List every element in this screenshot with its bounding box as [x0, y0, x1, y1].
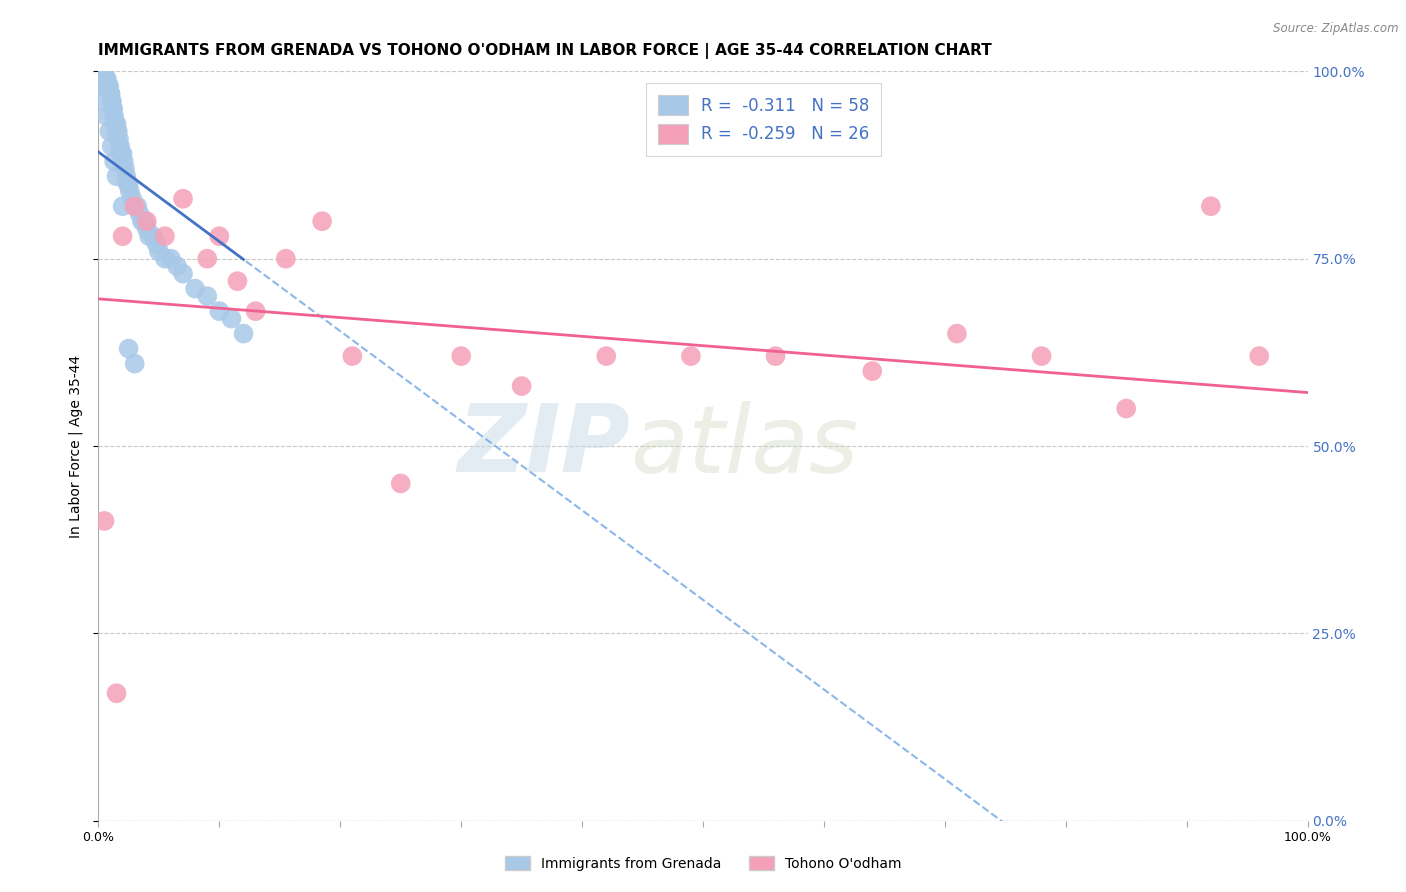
Point — [118, 177, 141, 191]
Point — [195, 289, 218, 303]
Legend: Immigrants from Grenada, Tohono O'odham: Immigrants from Grenada, Tohono O'odham — [499, 850, 907, 876]
Point — [121, 192, 143, 206]
Point — [105, 169, 128, 184]
Point — [103, 154, 125, 169]
Point — [208, 229, 231, 244]
Point — [160, 252, 183, 266]
Point — [245, 304, 267, 318]
Point — [450, 349, 472, 363]
Point — [98, 124, 121, 138]
Point — [91, 64, 114, 78]
Point — [135, 221, 157, 235]
Point — [860, 364, 883, 378]
Point — [100, 95, 122, 109]
Point — [1031, 349, 1053, 363]
Point — [111, 146, 134, 161]
Point — [131, 214, 153, 228]
Point — [93, 514, 115, 528]
Point — [226, 274, 249, 288]
Point — [96, 109, 118, 123]
Point — [98, 79, 121, 94]
Point — [135, 214, 157, 228]
Point — [1249, 349, 1271, 363]
Point — [510, 379, 533, 393]
Point — [1115, 401, 1137, 416]
Point — [389, 476, 412, 491]
Point — [124, 199, 146, 213]
Point — [100, 87, 122, 101]
Legend: R =  -0.311   N = 58, R =  -0.259   N = 26: R = -0.311 N = 58, R = -0.259 N = 26 — [645, 84, 882, 156]
Point — [91, 79, 114, 94]
Point — [195, 252, 218, 266]
Point — [101, 102, 124, 116]
Point — [184, 282, 207, 296]
Text: Source: ZipAtlas.com: Source: ZipAtlas.com — [1274, 22, 1399, 36]
Point — [103, 109, 125, 123]
Point — [118, 184, 141, 198]
Point — [105, 124, 128, 138]
Point — [104, 117, 127, 131]
Point — [679, 349, 702, 363]
Point — [111, 229, 134, 244]
Point — [342, 349, 364, 363]
Point — [100, 87, 122, 101]
Point — [91, 64, 114, 78]
Point — [232, 326, 254, 341]
Point — [166, 259, 188, 273]
Point — [208, 304, 231, 318]
Point — [1199, 199, 1222, 213]
Point — [124, 199, 146, 213]
Point — [145, 236, 167, 251]
Point — [111, 199, 134, 213]
Point — [128, 207, 150, 221]
Point — [96, 71, 118, 86]
Point — [108, 139, 131, 153]
Point — [946, 326, 969, 341]
Point — [172, 192, 194, 206]
Point — [97, 79, 120, 94]
Y-axis label: In Labor Force | Age 35-44: In Labor Force | Age 35-44 — [69, 354, 83, 538]
Point — [93, 64, 115, 78]
Point — [105, 686, 128, 700]
Point — [114, 161, 136, 176]
Point — [112, 154, 135, 169]
Point — [100, 139, 122, 153]
Text: IMMIGRANTS FROM GRENADA VS TOHONO O'ODHAM IN LABOR FORCE | AGE 35-44 CORRELATION: IMMIGRANTS FROM GRENADA VS TOHONO O'ODHA… — [98, 43, 993, 59]
Point — [108, 132, 131, 146]
Point — [93, 95, 115, 109]
Point — [107, 124, 129, 138]
Point — [118, 342, 141, 356]
Point — [274, 252, 297, 266]
Point — [765, 349, 787, 363]
Text: atlas: atlas — [630, 401, 859, 491]
Text: ZIP: ZIP — [457, 400, 630, 492]
Point — [153, 252, 176, 266]
Point — [110, 146, 132, 161]
Point — [100, 95, 122, 109]
Point — [134, 214, 156, 228]
Point — [221, 311, 243, 326]
Point — [101, 102, 124, 116]
Point — [311, 214, 333, 228]
Point — [127, 199, 149, 213]
Point — [105, 117, 128, 131]
Point — [153, 229, 176, 244]
Point — [595, 349, 617, 363]
Point — [172, 267, 194, 281]
Point — [138, 229, 160, 244]
Point — [115, 169, 138, 184]
Point — [142, 229, 165, 244]
Point — [124, 357, 146, 371]
Point — [94, 71, 117, 86]
Point — [117, 177, 139, 191]
Point — [148, 244, 170, 259]
